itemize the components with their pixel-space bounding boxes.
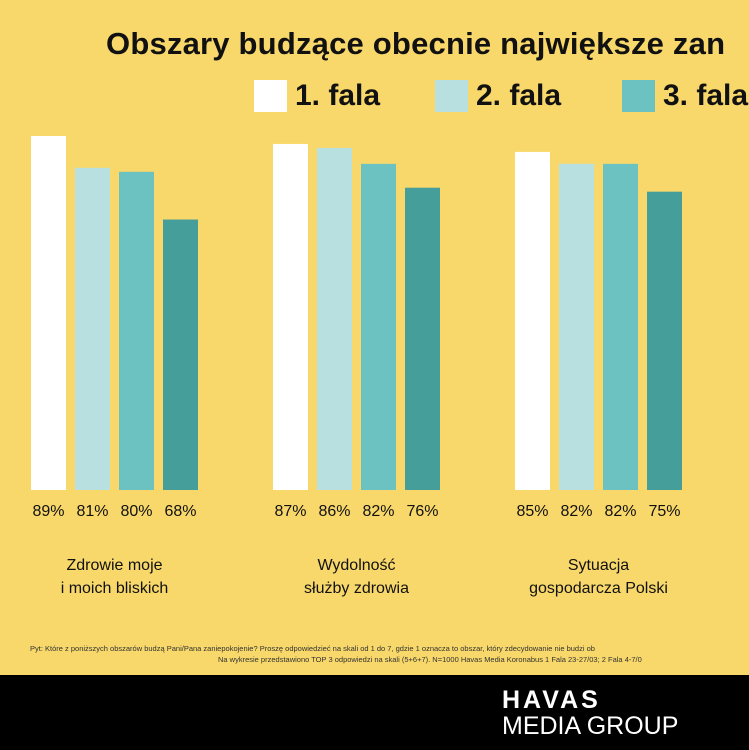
category-label-1-line-1: Zdrowie moje — [66, 557, 162, 574]
legend-swatch-1 — [254, 80, 287, 112]
value-label-1-1: 89% — [32, 503, 64, 520]
value-label-2-2: 86% — [318, 503, 350, 520]
logo-havas: HAVAS — [502, 686, 601, 714]
category-label-1-line-2: i moich bliskich — [61, 580, 169, 597]
value-label-2-1: 87% — [274, 503, 306, 520]
value-label-3-3: 82% — [604, 503, 636, 520]
value-label-3-1: 85% — [516, 503, 548, 520]
bar-group-1-series-4 — [163, 219, 198, 491]
chart-title: Obszary budzące obecnie największe zan — [106, 26, 726, 61]
footer-bar — [0, 675, 749, 750]
bar-group-1-series-2 — [75, 167, 110, 490]
legend-label-1: 1. fala — [295, 79, 381, 112]
bar-group-2-series-4 — [405, 187, 440, 490]
category-label-3-line-1: Sytuacja — [568, 557, 629, 574]
value-label-1-4: 68% — [164, 503, 196, 520]
legend-swatch-2 — [435, 80, 468, 112]
value-label-2-3: 82% — [362, 503, 394, 520]
bar-group-2-series-2 — [317, 147, 352, 490]
value-label-1-2: 81% — [76, 503, 108, 520]
category-label-2-line-1: Wydolność — [317, 557, 395, 574]
value-label-3-2: 82% — [560, 503, 592, 520]
footnote-line-1: Pyt: Które z poniższych obszarów budzą P… — [30, 644, 595, 653]
footnote-line-2: Na wykresie przedstawiono TOP 3 odpowied… — [218, 655, 642, 664]
bar-group-1-series-3 — [119, 171, 154, 490]
value-label-2-4: 76% — [406, 503, 438, 520]
bar-group-3-series-3 — [603, 163, 638, 490]
value-label-1-3: 80% — [120, 503, 152, 520]
bar-group-2-series-1 — [273, 143, 308, 490]
bar-group-3-series-4 — [647, 191, 682, 490]
value-label-3-4: 75% — [648, 503, 680, 520]
legend-label-3: 3. fala — [663, 79, 749, 112]
bar-chart: 89% 81% 80% 68% Zdrowie moje i moich bliskich… — [31, 136, 682, 597]
bar-group-1-series-1 — [31, 136, 66, 490]
bar-group-3-series-2 — [559, 163, 594, 490]
legend-swatch-3 — [622, 80, 655, 112]
category-label-2-line-2: służby zdrowia — [304, 580, 409, 597]
logo-media-group: MEDIA GROUP — [502, 712, 679, 740]
bar-group-2-series-3 — [361, 163, 396, 490]
category-label-3-line-2: gospodarcza Polski — [529, 580, 668, 597]
legend-label-2: 2. fala — [476, 79, 562, 112]
bar-group-3-series-1 — [515, 151, 550, 491]
